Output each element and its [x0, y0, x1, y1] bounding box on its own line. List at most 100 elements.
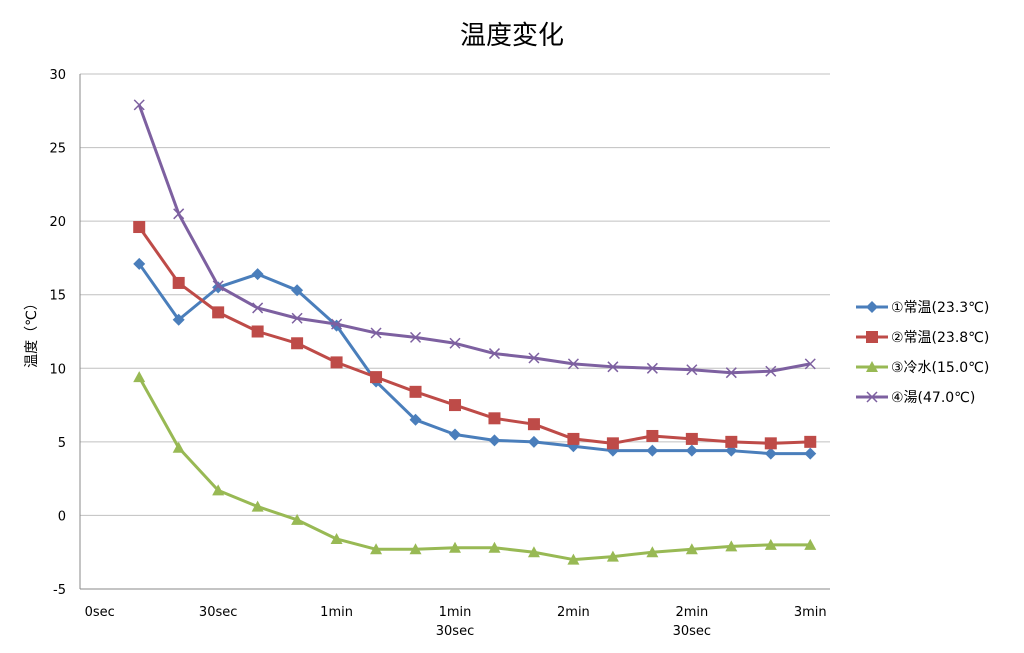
- data-point: [725, 367, 737, 379]
- data-point: [804, 538, 817, 550]
- data-point: [173, 208, 185, 220]
- data-point: [291, 513, 304, 525]
- chart-title: 温度変化: [460, 21, 564, 51]
- data-point: [409, 385, 422, 398]
- x-tick-label: 3min: [794, 605, 827, 620]
- data-point: [133, 99, 145, 111]
- data-point: [172, 441, 185, 453]
- x-tick-label: 30sec: [436, 624, 474, 639]
- legend-marker: [866, 361, 878, 372]
- y-tick-label: 15: [49, 289, 66, 304]
- data-point: [330, 356, 343, 369]
- data-point: [172, 313, 185, 326]
- series-line: [137, 226, 811, 445]
- data-point: [212, 306, 225, 319]
- data-point: [331, 318, 343, 330]
- series-line: [137, 262, 811, 456]
- y-tick-label: 0: [58, 509, 66, 524]
- data-point: [409, 413, 422, 426]
- data-point: [527, 435, 540, 448]
- data-point: [133, 257, 146, 270]
- data-point: [251, 268, 264, 281]
- data-point: [765, 365, 777, 377]
- data-point: [646, 362, 658, 374]
- legend-label: ②常温(23.8℃): [891, 330, 989, 346]
- data-point: [607, 361, 619, 373]
- data-point: [725, 435, 738, 448]
- y-tick-label: 5: [58, 436, 66, 451]
- data-point: [646, 546, 659, 558]
- legend-marker: [866, 331, 878, 343]
- legend-item: ①常温(23.3℃): [856, 300, 989, 316]
- legend-item: ③冷水(15.0℃): [856, 360, 989, 376]
- legend-label: ①常温(23.3℃): [891, 300, 989, 316]
- data-point: [409, 331, 422, 343]
- x-tick-label: 30sec: [199, 605, 237, 620]
- data-point: [291, 284, 304, 297]
- y-tick-label: 30: [49, 68, 66, 83]
- data-point: [646, 429, 659, 442]
- y-tick-label: 10: [49, 362, 66, 377]
- data-point: [291, 337, 304, 350]
- data-point: [528, 352, 540, 364]
- data-point: [251, 325, 264, 338]
- data-point: [764, 437, 777, 450]
- data-point: [567, 553, 580, 565]
- data-point: [330, 532, 343, 544]
- series-1: [133, 257, 817, 460]
- x-tick-label: 1min: [320, 605, 353, 620]
- legend-label: ③冷水(15.0℃): [891, 360, 989, 376]
- data-point: [172, 276, 185, 289]
- data-point: [685, 432, 698, 445]
- data-point: [685, 543, 698, 555]
- data-point: [449, 337, 461, 349]
- data-point: [804, 435, 817, 448]
- data-point: [685, 444, 698, 457]
- data-point: [133, 221, 146, 234]
- legend-label: ④湯(47.0℃): [891, 389, 975, 406]
- data-point: [764, 447, 777, 460]
- data-point: [133, 371, 146, 383]
- data-point: [449, 428, 461, 441]
- y-tick-label: 20: [49, 215, 66, 230]
- data-point: [764, 538, 777, 550]
- x-tick-label: 30sec: [673, 624, 711, 639]
- legend-marker: [866, 301, 878, 313]
- x-tick-label: 0sec: [85, 605, 115, 620]
- data-point: [488, 348, 501, 360]
- data-point: [212, 484, 225, 496]
- x-tick-label: 2min: [675, 605, 708, 620]
- series-2: [133, 221, 817, 450]
- data-point: [370, 327, 382, 339]
- legend-item: ④湯(47.0℃): [856, 389, 975, 406]
- data-point: [370, 371, 383, 384]
- data-point: [606, 437, 619, 450]
- series-line: [137, 104, 811, 375]
- data-point: [212, 280, 224, 292]
- x-tick-label: 2min: [557, 605, 590, 620]
- data-point: [686, 364, 698, 376]
- data-point: [725, 540, 738, 552]
- y-tick-label: -5: [53, 583, 66, 598]
- data-point: [567, 432, 580, 445]
- data-point: [606, 550, 619, 562]
- data-point: [646, 444, 659, 457]
- data-point: [488, 434, 501, 447]
- y-tick-label: 25: [49, 142, 66, 157]
- data-point: [449, 399, 461, 412]
- data-point: [370, 543, 383, 555]
- series-3: [133, 371, 817, 565]
- data-point: [488, 412, 501, 425]
- legend-marker: [866, 391, 878, 403]
- data-point: [804, 358, 816, 370]
- data-point: [527, 546, 540, 558]
- data-point: [291, 312, 303, 324]
- data-point: [527, 418, 540, 431]
- x-tick-label: 1min: [439, 605, 472, 620]
- data-point: [804, 447, 817, 460]
- legend-item: ②常温(23.8℃): [856, 330, 989, 346]
- data-point: [409, 543, 422, 555]
- data-point: [251, 500, 264, 512]
